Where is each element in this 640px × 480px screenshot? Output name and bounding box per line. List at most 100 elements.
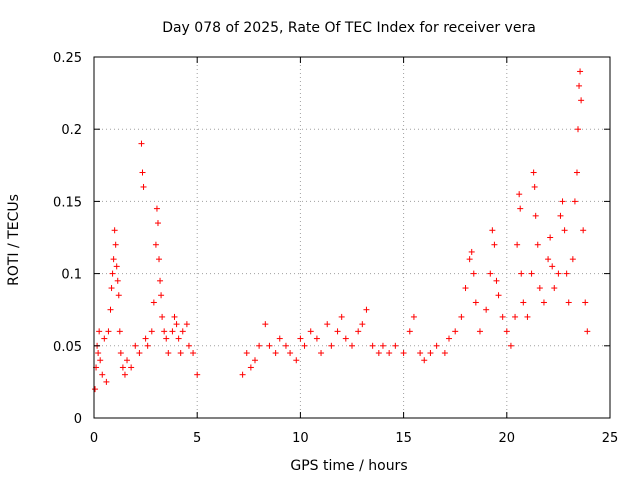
y-tick-label: 0.25 xyxy=(53,51,82,66)
data-point xyxy=(493,277,500,284)
chart-title: Day 078 of 2025, Rate Of TEC Index for r… xyxy=(162,20,536,36)
data-point xyxy=(441,350,448,357)
data-point xyxy=(194,371,201,378)
y-tick-labels: 0 0.05 0.1 0.15 0.2 0.25 xyxy=(53,51,82,427)
data-point xyxy=(114,277,121,284)
data-point xyxy=(318,350,325,357)
data-point xyxy=(276,335,283,342)
data-point xyxy=(524,313,531,320)
data-point xyxy=(499,313,506,320)
data-point xyxy=(156,256,163,263)
data-point xyxy=(406,328,413,335)
data-point xyxy=(185,342,192,349)
x-tick-labels: 0 5 10 15 20 25 xyxy=(90,431,618,446)
data-point xyxy=(487,270,494,277)
data-point xyxy=(103,378,110,385)
data-point xyxy=(96,328,103,335)
data-point xyxy=(293,357,300,364)
data-point xyxy=(251,357,258,364)
data-point xyxy=(101,335,108,342)
data-point xyxy=(116,328,123,335)
data-point xyxy=(433,342,440,349)
data-point xyxy=(121,371,128,378)
data-point xyxy=(540,299,547,306)
plot-frame xyxy=(93,56,611,419)
x-tick-label: 10 xyxy=(292,431,309,446)
data-point xyxy=(514,241,521,248)
data-point xyxy=(349,342,355,349)
data-point xyxy=(157,277,164,284)
data-point xyxy=(165,350,172,357)
data-point xyxy=(152,241,159,248)
data-point xyxy=(342,335,349,342)
data-point xyxy=(517,205,524,212)
data-point xyxy=(142,335,149,342)
data-point xyxy=(95,350,102,357)
data-point xyxy=(144,342,151,349)
data-point xyxy=(516,191,523,198)
y-tick-label: 0.2 xyxy=(61,123,82,138)
data-point xyxy=(117,350,124,357)
x-tick-label: 0 xyxy=(90,431,98,446)
x-tick-label: 15 xyxy=(395,431,412,446)
data-point xyxy=(272,350,279,357)
data-point xyxy=(512,313,519,320)
data-point xyxy=(153,205,160,212)
data-point xyxy=(113,263,120,270)
data-point xyxy=(531,183,538,190)
data-point xyxy=(247,364,254,371)
data-point xyxy=(545,256,552,263)
data-point xyxy=(287,350,294,357)
data-point xyxy=(518,270,525,277)
data-point xyxy=(243,350,250,357)
data-point xyxy=(528,270,535,277)
data-point xyxy=(173,321,180,328)
data-points xyxy=(92,68,591,393)
data-point xyxy=(99,371,106,378)
data-point xyxy=(169,328,176,335)
data-point xyxy=(301,342,308,349)
data-point xyxy=(379,342,386,349)
data-point xyxy=(119,364,126,371)
data-point xyxy=(150,299,157,306)
data-point xyxy=(520,299,527,306)
data-point xyxy=(536,285,543,292)
data-point xyxy=(462,285,469,292)
data-point xyxy=(105,328,112,335)
data-point xyxy=(97,357,104,364)
data-point xyxy=(452,328,459,335)
data-point xyxy=(163,335,170,342)
data-point xyxy=(458,313,465,320)
data-point xyxy=(324,321,331,328)
data-point xyxy=(124,357,131,364)
x-tick-label: 20 xyxy=(499,431,516,446)
data-point xyxy=(363,306,370,313)
data-point xyxy=(565,299,572,306)
data-point xyxy=(410,313,417,320)
data-point xyxy=(547,234,554,241)
data-point xyxy=(92,386,99,393)
data-point xyxy=(489,227,496,234)
data-point xyxy=(338,313,345,320)
data-point xyxy=(108,285,115,292)
data-point xyxy=(446,335,453,342)
data-point xyxy=(582,299,589,306)
grid-lines xyxy=(94,57,610,418)
data-point xyxy=(491,241,498,248)
data-point xyxy=(334,328,341,335)
data-point xyxy=(555,270,562,277)
data-point xyxy=(161,328,168,335)
data-point xyxy=(183,321,190,328)
data-point xyxy=(177,350,184,357)
data-point xyxy=(580,227,587,234)
axis-ticks xyxy=(93,56,611,419)
data-point xyxy=(110,256,117,263)
data-point xyxy=(400,350,407,357)
data-point xyxy=(534,241,541,248)
data-point xyxy=(578,97,585,104)
data-point xyxy=(266,342,273,349)
data-point xyxy=(128,364,135,371)
data-point xyxy=(307,328,314,335)
data-point xyxy=(577,68,584,75)
